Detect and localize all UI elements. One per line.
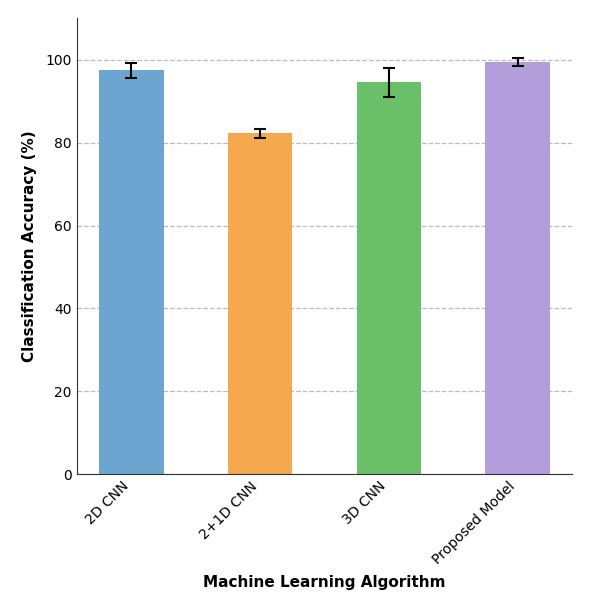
Bar [357,83,421,474]
Bar [99,70,163,474]
Bar [486,62,550,474]
X-axis label: Machine Learning Algorithm: Machine Learning Algorithm [203,575,446,590]
Y-axis label: Classification Accuracy (%): Classification Accuracy (%) [22,131,37,362]
Bar [228,134,292,474]
